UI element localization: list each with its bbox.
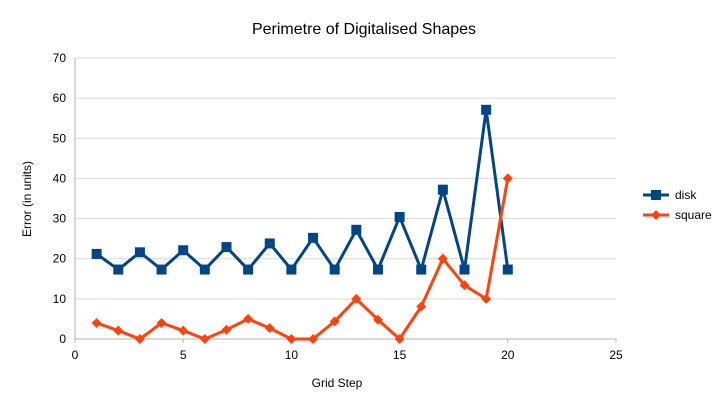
x-tick-label: 0 [72,348,79,362]
data-point-disk [308,232,319,243]
legend-item-disk: disk [643,188,697,202]
data-point-square [329,316,340,327]
x-tick-label: 20 [501,348,515,362]
y-tick-label: 30 [53,212,67,226]
data-point-square [416,301,427,312]
x-axis-label: Grid Step [312,376,363,390]
data-point-disk [113,264,124,275]
y-tick-label: 70 [53,51,67,65]
data-point-disk [178,245,189,256]
data-point-disk [156,264,167,275]
data-point-square [459,280,470,291]
data-point-square [91,317,102,328]
data-point-disk [329,264,340,275]
data-point-square [481,293,492,304]
data-point-square [221,324,232,335]
data-point-disk [286,264,297,275]
data-point-square [243,313,254,324]
data-point-square [264,323,275,334]
y-tick-label: 10 [53,292,67,306]
gridlines [75,57,616,300]
legend-label: disk [675,188,697,202]
data-point-square [156,317,167,328]
data-point-square [372,314,383,325]
y-tick-label: 40 [53,171,67,185]
data-point-disk [91,248,102,259]
data-point-square [437,253,448,264]
y-axis-label: Error (in units) [20,161,34,237]
series-square [91,173,513,344]
data-point-square [502,173,513,184]
chart-title: Perimetre of Digitalised Shapes [252,21,476,38]
data-point-disk [481,104,492,115]
x-tick-label: 25 [609,348,623,362]
data-point-disk [437,184,448,195]
x-tick-label: 10 [285,348,299,362]
series-group [91,104,513,344]
series-disk [91,104,513,275]
data-point-square [308,334,319,344]
y-tick-label: 60 [53,91,67,105]
data-point-square [134,334,145,344]
data-point-disk [134,247,145,258]
data-point-square [199,334,210,344]
data-point-square [286,334,297,344]
tick-labels: 0 10 20 30 40 50 60 70 0 5 10 15 20 25 [53,51,623,362]
legend-label: square [675,208,712,222]
y-tick-label: 50 [53,131,67,145]
data-point-disk [243,264,254,275]
data-point-disk [351,224,362,235]
legend-swatch-marker [651,190,661,200]
data-point-square [394,334,405,344]
data-point-disk [502,264,513,275]
data-point-disk [416,264,427,275]
data-point-disk [372,264,383,275]
axes [74,58,617,343]
data-point-square [178,325,189,336]
legend-swatch-marker [651,210,661,220]
data-point-disk [199,264,210,275]
y-tick-label: 20 [53,252,67,266]
legend-item-square: square [643,208,712,222]
x-tick-label: 15 [393,348,407,362]
x-tick-label: 5 [180,348,187,362]
data-point-square [113,325,124,336]
data-point-square [351,293,362,304]
data-point-disk [394,211,405,222]
data-point-disk [221,242,232,253]
data-point-disk [459,264,470,275]
data-point-disk [264,238,275,249]
legend: disk square [643,188,712,222]
y-tick-label: 0 [59,332,66,346]
